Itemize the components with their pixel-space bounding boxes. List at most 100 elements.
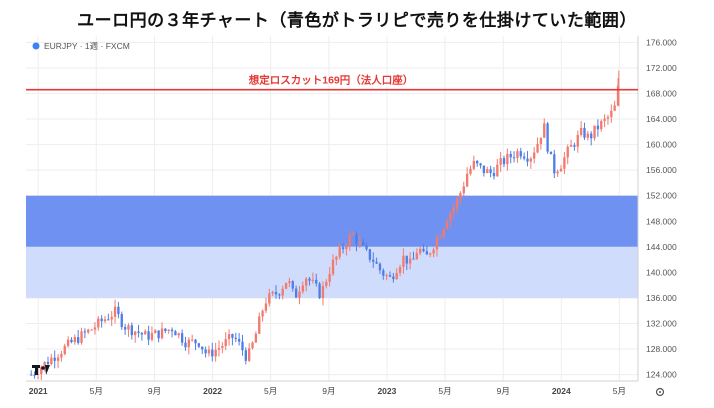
candle-body bbox=[197, 343, 201, 347]
candle-body bbox=[516, 151, 519, 159]
candle-body bbox=[362, 241, 365, 246]
candle-body bbox=[365, 245, 368, 250]
candle-body bbox=[543, 123, 546, 138]
chart-area: 176.000 172.000 168.000 164.000 160.000 156.0… bbox=[26, 36, 714, 404]
candle-body bbox=[439, 236, 442, 238]
candle-body bbox=[382, 270, 385, 276]
candle-body bbox=[211, 349, 214, 357]
settings-gear-icon bbox=[655, 387, 665, 397]
candle-body bbox=[325, 281, 328, 286]
candle-body bbox=[204, 349, 207, 354]
candle-body bbox=[87, 329, 90, 333]
losscut-layer: 想定ロスカット169円（法人口座） bbox=[26, 74, 638, 91]
losscut-label: 想定ロスカット169円（法人口座） bbox=[248, 74, 414, 87]
candle-body bbox=[398, 267, 402, 273]
candle-body bbox=[177, 333, 180, 336]
candle-body bbox=[214, 349, 217, 357]
y-tick-label: 164.000 bbox=[646, 114, 677, 124]
candle-body bbox=[563, 157, 566, 169]
candle-body bbox=[465, 173, 469, 187]
candle-body bbox=[442, 228, 445, 237]
candle-body bbox=[63, 345, 66, 355]
candle-body bbox=[556, 171, 559, 174]
candle-body bbox=[234, 337, 237, 339]
candle-body bbox=[429, 253, 432, 255]
candle-body bbox=[452, 207, 455, 213]
candle-body bbox=[415, 253, 419, 260]
y-tick-label: 172.000 bbox=[646, 63, 677, 73]
candle-body bbox=[147, 331, 150, 340]
candle-body bbox=[40, 367, 43, 374]
y-tick-label: 132.000 bbox=[646, 319, 677, 329]
candle-body bbox=[110, 316, 113, 320]
candle-body bbox=[449, 212, 452, 222]
candle-body bbox=[50, 357, 53, 365]
candle-body bbox=[335, 256, 338, 260]
candle-body bbox=[506, 153, 509, 165]
candle-body bbox=[459, 193, 462, 199]
overlay: EURJPY · 1週 · FXCM bbox=[32, 41, 665, 397]
candle-body bbox=[237, 338, 241, 342]
candle-body bbox=[134, 331, 137, 336]
candle-body bbox=[546, 123, 549, 152]
candle-body bbox=[137, 331, 140, 333]
page-title: ユーロ円の３年チャート（青色がトラリピで売りを仕掛けていた範囲） bbox=[77, 11, 637, 31]
candle-body bbox=[402, 255, 405, 268]
x-tick-label: 2023 bbox=[377, 386, 396, 396]
candle-body bbox=[271, 291, 274, 294]
candle-body bbox=[284, 282, 288, 289]
y-tick-label: 176.000 bbox=[646, 37, 677, 47]
candle-body bbox=[590, 133, 593, 139]
candle-body bbox=[221, 345, 224, 348]
candle-body bbox=[278, 294, 281, 296]
candle-body bbox=[512, 157, 516, 159]
candle-body bbox=[422, 248, 425, 252]
y-tick-label: 124.000 bbox=[646, 370, 677, 380]
candle-body bbox=[486, 169, 489, 174]
candle-body bbox=[113, 306, 117, 317]
candle-body bbox=[140, 332, 144, 335]
candle-body bbox=[593, 125, 596, 139]
candle-body bbox=[174, 331, 177, 336]
candle-body bbox=[315, 279, 318, 284]
candle-body bbox=[97, 318, 100, 328]
candle-body bbox=[73, 337, 76, 343]
y-tick-label: 148.000 bbox=[646, 216, 677, 226]
candle-body bbox=[606, 117, 610, 119]
candle-body bbox=[348, 234, 351, 247]
candle-body bbox=[328, 273, 331, 282]
candle-body bbox=[103, 319, 107, 322]
candle-body bbox=[224, 339, 227, 346]
candle-body bbox=[187, 339, 190, 348]
candle-body bbox=[533, 152, 536, 159]
candle-body bbox=[385, 275, 388, 277]
candle-body bbox=[559, 168, 563, 172]
candle-body bbox=[566, 146, 569, 158]
candle-body bbox=[496, 164, 499, 177]
candle-body bbox=[30, 374, 33, 376]
candle-body bbox=[539, 137, 543, 144]
candle-body bbox=[368, 249, 372, 260]
candle-body bbox=[596, 125, 600, 130]
candle-body bbox=[509, 153, 512, 158]
candle-body bbox=[288, 281, 291, 283]
candle-body bbox=[489, 169, 492, 174]
candle-body bbox=[462, 186, 465, 194]
candle-body bbox=[425, 251, 429, 255]
candle-body bbox=[180, 333, 184, 343]
candle-body bbox=[56, 357, 60, 361]
candle-body bbox=[254, 333, 258, 343]
candle-body bbox=[579, 127, 583, 135]
candle-body bbox=[164, 328, 167, 332]
candle-body bbox=[127, 325, 130, 330]
candle-body bbox=[251, 342, 254, 349]
candle-body bbox=[321, 285, 325, 299]
y-tick-label: 136.000 bbox=[646, 293, 677, 303]
candle-body bbox=[616, 85, 620, 106]
tv-logo-icon bbox=[32, 365, 50, 375]
candle-body bbox=[77, 337, 80, 343]
candle-body bbox=[378, 263, 382, 271]
candle-body bbox=[60, 354, 63, 358]
candle-body bbox=[502, 158, 506, 165]
candle-body bbox=[241, 341, 244, 351]
